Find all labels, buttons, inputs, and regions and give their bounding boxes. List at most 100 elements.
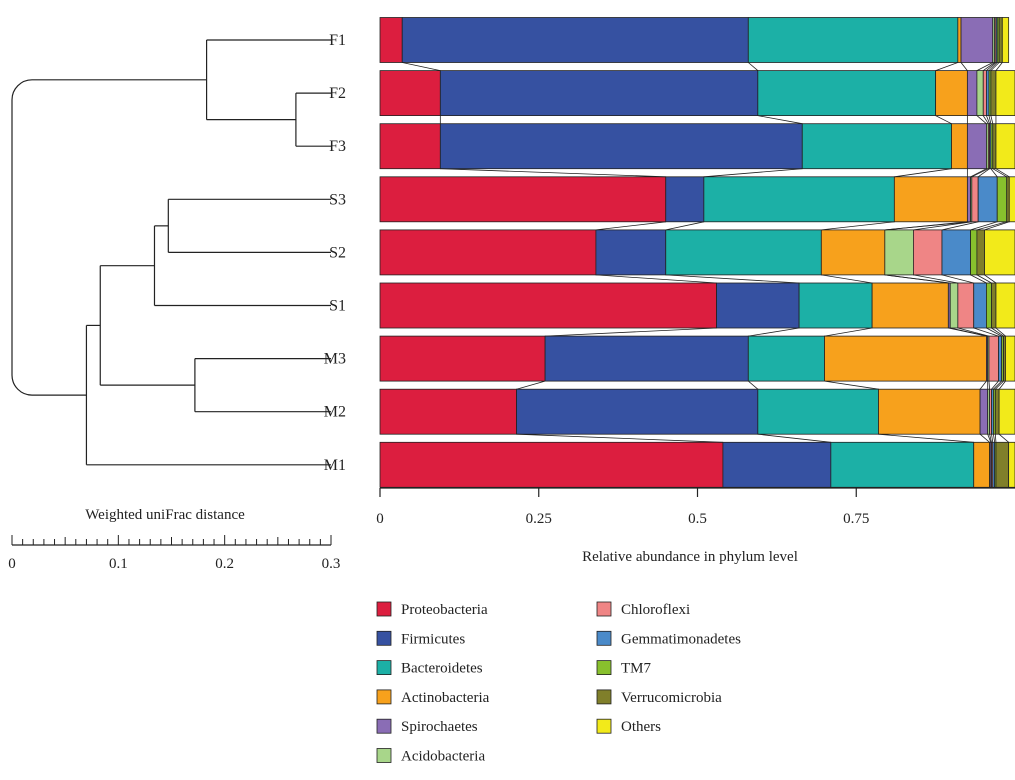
- abundance-tick-label: 0.25: [526, 511, 552, 527]
- legend-item: Chloroflexi: [596, 601, 690, 618]
- sample-label: M2: [324, 404, 346, 421]
- sample-labels: F1 F2 F3 S3 S2 S1 M3 M2 M1: [324, 32, 346, 474]
- bar-connector-line: [941, 274, 974, 284]
- bar-segment-acidobacteria: [884, 229, 914, 276]
- bar-connector-line: [440, 168, 666, 178]
- bar-connector-line: [595, 221, 666, 231]
- bar-segment-firmicutes: [401, 17, 749, 63]
- bar-segment-others: [984, 229, 1015, 276]
- sample-label: F2: [329, 85, 346, 102]
- bar-connector-line: [665, 274, 800, 284]
- bar-segment-verrucomicrobia: [994, 388, 1000, 435]
- legend-item: Verrucomicrobia: [596, 689, 722, 706]
- bar-segment-proteobacteria: [379, 123, 441, 170]
- bar-segment-bacteroidetes: [703, 176, 895, 223]
- bar-connector-line: [748, 380, 759, 390]
- dendrogram-tick-label: 0.1: [109, 556, 128, 572]
- legend-label: Actinobacteria: [401, 690, 490, 706]
- bar-connector-line: [984, 274, 997, 284]
- sample-label: F3: [329, 138, 346, 155]
- legend-item: Proteobacteria: [376, 601, 488, 618]
- bar-connector-line: [986, 62, 997, 71]
- bar-segment-others: [1008, 441, 1015, 488]
- bar-segment-firmicutes: [439, 123, 803, 170]
- bar-connector-line: [976, 62, 993, 71]
- bar-segment-others: [1008, 176, 1015, 223]
- bar-segment-proteobacteria: [379, 335, 546, 382]
- legend-label: Proteobacteria: [401, 602, 488, 618]
- bar-connector-line: [987, 434, 992, 443]
- legend-label: Acidobacteria: [401, 749, 485, 765]
- bar-segment-proteobacteria: [379, 441, 724, 488]
- bar-segment-actinobacteria: [824, 335, 987, 382]
- bar-segment-gemmatimonadetes: [973, 282, 987, 329]
- bar-segment-tm7: [970, 229, 978, 276]
- legend-swatch: [596, 718, 612, 734]
- bar-connector-line: [970, 168, 987, 178]
- bar-segment-bacteroidetes: [747, 335, 825, 382]
- bar-connector-line: [973, 327, 999, 337]
- legend-item: Firmicutes: [376, 630, 465, 647]
- bar-connector-line: [988, 381, 990, 390]
- bar-connector-line: [998, 433, 1009, 443]
- bar-connector-line: [878, 433, 974, 443]
- bar-connector-line: [824, 380, 879, 390]
- bar-connector-line: [757, 433, 831, 443]
- bar-connector-line: [979, 433, 990, 443]
- bar-connector-line: [991, 434, 994, 443]
- bar-segment-proteobacteria: [379, 70, 441, 116]
- sample-label: M3: [324, 351, 346, 368]
- bar-segment-spirochaetes: [979, 388, 989, 435]
- legend-swatch: [596, 601, 612, 617]
- bar-segment-proteobacteria: [379, 229, 597, 276]
- legend: Proteobacteria Firmicutes Bacteroidetes Act…: [376, 601, 741, 765]
- sample-label: S2: [329, 244, 346, 261]
- bar-connector-line: [990, 115, 994, 124]
- bar-connector-line: [894, 168, 952, 178]
- bar-segment-spirochaetes: [960, 17, 994, 63]
- bar-connector-line: [988, 62, 998, 71]
- legend-item: TM7: [596, 660, 652, 677]
- legend-item: Spirochaetes: [376, 718, 478, 735]
- legend-swatch: [376, 660, 392, 675]
- bar-connector-line: [990, 168, 998, 178]
- bar-segment-verrucomicrobia: [995, 441, 1010, 488]
- bar-connector-line: [977, 168, 990, 178]
- bar-segment-actinobacteria: [871, 282, 949, 329]
- bar-connector-line: [986, 115, 990, 124]
- bar-connector-line: [402, 62, 441, 71]
- dendrogram-tick-label: 0: [8, 556, 16, 572]
- legend-label: Spirochaetes: [401, 719, 478, 735]
- bar-connector-line: [982, 115, 989, 124]
- bar-segment-bacteroidetes: [801, 123, 952, 170]
- bar-connector-line: [976, 274, 992, 284]
- bar-segment-bacteroidetes: [830, 441, 975, 488]
- bar-segment-acidobacteria: [949, 282, 959, 329]
- bar-segment-spirochaetes: [966, 123, 987, 170]
- bar-segment-firmicutes: [439, 70, 759, 116]
- stacked-bars: [379, 17, 1015, 488]
- legend-swatch: [376, 718, 392, 734]
- abundance-axis: Relative abundance in phylum level 0 0.25…: [376, 487, 1015, 565]
- legend-swatch: [376, 748, 392, 763]
- bar-segment-others: [1001, 17, 1010, 63]
- bar-segment-verrucomicrobia: [976, 229, 985, 276]
- bar-segment-verrucomicrobia: [990, 70, 997, 116]
- bar-segment-proteobacteria: [379, 17, 403, 63]
- bar-segment-tm7: [986, 282, 992, 329]
- bar-connector-line: [935, 115, 952, 125]
- bar-segment-bacteroidetes: [747, 17, 959, 63]
- bar-connector-line: [993, 380, 1002, 390]
- legend-swatch: [596, 689, 612, 705]
- bar-connector-line: [884, 274, 951, 284]
- legend-item: Acidobacteria: [376, 748, 485, 765]
- bar-segment-others: [1005, 335, 1015, 382]
- legend-swatch: [596, 660, 612, 675]
- bar-connector-line: [748, 62, 759, 71]
- bar-segment-acidobacteria: [976, 70, 984, 116]
- bar-connector-line: [986, 327, 1002, 337]
- bar-segment-firmicutes: [516, 388, 759, 435]
- bar-connector-line: [703, 168, 803, 178]
- bar-segment-bacteroidetes: [757, 388, 879, 435]
- bar-segment-others: [995, 123, 1015, 170]
